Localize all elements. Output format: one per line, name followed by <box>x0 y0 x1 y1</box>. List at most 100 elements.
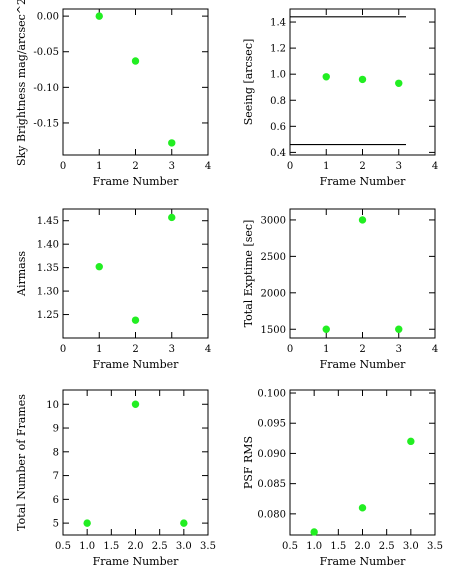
x-tick-label: 2.5 <box>379 541 395 552</box>
x-tick-label: 0 <box>60 344 66 355</box>
y-tick-label: 2500 <box>261 252 286 263</box>
y-tick-label: 0.00 <box>37 12 59 23</box>
x-tick-label: 1 <box>96 344 102 355</box>
data-point <box>395 79 403 88</box>
y-tick-label: -0.10 <box>33 83 59 94</box>
x-tick-label: 2.5 <box>152 541 168 552</box>
data-point <box>322 325 330 333</box>
x-tick-label: 1.0 <box>306 541 322 552</box>
y-tick-label: 0.095 <box>257 419 286 430</box>
y-tick-label: 3000 <box>261 215 286 226</box>
y-tick-label: 8 <box>53 447 59 458</box>
x-tick-label: 2.0 <box>128 541 144 552</box>
x-tick-label: 2 <box>359 344 365 355</box>
y-axis-title: PSF RMS <box>242 436 255 489</box>
x-tick-label: 0 <box>287 344 293 355</box>
x-tick-label: 3 <box>169 161 175 172</box>
y-tick-label: 5 <box>53 519 59 530</box>
data-point <box>95 262 103 271</box>
x-tick-label: 3 <box>396 161 402 172</box>
plot-frame <box>62 389 209 536</box>
x-axis-title: Frame Number <box>93 555 180 566</box>
x-tick-label: 2.0 <box>355 541 371 552</box>
x-axis-title: Frame Number <box>93 175 180 188</box>
data-point <box>131 400 140 408</box>
data-point <box>322 73 330 81</box>
y-tick-label: 6 <box>53 495 59 506</box>
y-tick-label: -0.05 <box>33 47 59 58</box>
chart-panel-6: 0.5 1.0 1.5 2.0 2.5 3.0 3.5 0.080 0.085 0.090 0.09… <box>242 389 443 566</box>
x-tick-label: 3.0 <box>403 541 419 552</box>
y-tick-label: 1.35 <box>37 263 59 274</box>
x-tick-label: 3.5 <box>200 541 216 552</box>
y-tick-label: 10 <box>46 400 59 411</box>
x-tick-label: 3.5 <box>427 541 443 552</box>
data-point <box>131 316 140 324</box>
plot-frame <box>62 8 209 156</box>
y-tick-label: 1.40 <box>37 240 59 251</box>
x-axis-title: Frame Number <box>320 358 407 371</box>
y-axis-title: Airmass <box>15 251 28 297</box>
data-point <box>358 216 367 224</box>
data-point <box>180 519 188 527</box>
x-tick-label: 1.5 <box>103 541 119 552</box>
data-point <box>168 139 176 147</box>
x-tick-label: 0.5 <box>282 541 298 552</box>
x-tick-label: 3.0 <box>176 541 192 552</box>
data-point <box>395 325 403 333</box>
x-tick-label: 3 <box>396 344 402 355</box>
x-tick-label: 2 <box>132 344 138 355</box>
y-axis-title: Total Number of Frames <box>15 394 28 531</box>
chart-panel-1: 0 1 2 3 4 0.00 -0.05 -0.10 -0.15 Frame Number Sky … <box>15 0 211 188</box>
y-tick-label: 0.4 <box>270 148 286 159</box>
y-tick-label: 1.25 <box>37 310 59 321</box>
data-point <box>407 437 415 446</box>
x-tick-label: 3 <box>169 344 175 355</box>
x-tick-label: 4 <box>205 344 211 355</box>
plot-frame <box>289 208 436 339</box>
x-tick-label: 4 <box>432 161 438 172</box>
y-tick-label: 0.080 <box>257 509 286 520</box>
data-point <box>83 519 91 527</box>
x-tick-label: 1 <box>323 344 329 355</box>
y-axis-title: Total Exptime [sec] <box>242 220 255 328</box>
y-tick-label: 1.2 <box>270 44 286 55</box>
plot-frame <box>289 389 436 536</box>
x-tick-label: 1.0 <box>79 541 95 552</box>
x-tick-label: 2 <box>359 161 365 172</box>
y-tick-label: 0.085 <box>257 479 286 490</box>
y-tick-label: 1.45 <box>37 216 59 227</box>
x-tick-label: 0 <box>287 161 293 172</box>
chart-panel-4: 0 1 2 3 4 1500 2000 2500 3000 Frame Number Total E… <box>242 208 438 371</box>
x-tick-label: 4 <box>205 161 211 172</box>
data-point <box>310 528 318 536</box>
x-axis-title: Frame Number <box>320 555 407 566</box>
data-point <box>358 504 367 512</box>
data-point <box>358 75 367 84</box>
y-tick-label: 1.4 <box>270 18 286 29</box>
data-point <box>168 213 176 222</box>
y-tick-label: 1.0 <box>270 70 286 81</box>
x-tick-label: 0.5 <box>55 541 71 552</box>
x-tick-label: 0 <box>60 161 66 172</box>
chart-panel-5: 0.5 1.0 1.5 2.0 2.5 3.0 3.5 5 6 7 8 9 10 Frame Number… <box>15 389 216 566</box>
y-tick-label: 0.100 <box>257 389 286 400</box>
x-tick-label: 1.5 <box>330 541 346 552</box>
x-axis-title: Frame Number <box>93 358 180 371</box>
y-axis-title: Sky Brightness mag/arcsec^2 <box>15 0 28 166</box>
y-tick-label: 0.090 <box>257 449 286 460</box>
x-tick-label: 4 <box>432 344 438 355</box>
x-tick-label: 2 <box>132 161 138 172</box>
y-tick-label: 0.8 <box>270 96 286 107</box>
x-tick-label: 1 <box>96 161 102 172</box>
y-tick-label: 9 <box>53 424 59 435</box>
y-tick-label: -0.15 <box>33 118 59 129</box>
x-axis-title: Frame Number <box>320 175 407 188</box>
data-point <box>95 12 103 20</box>
y-tick-label: 1500 <box>261 325 286 336</box>
data-point <box>131 57 140 65</box>
y-tick-label: 7 <box>53 471 59 482</box>
y-tick-label: 2000 <box>261 288 286 299</box>
chart-panel-3: 0 1 2 3 4 1.25 1.30 1.35 1.40 1.45 Frame Number Air… <box>15 208 211 371</box>
